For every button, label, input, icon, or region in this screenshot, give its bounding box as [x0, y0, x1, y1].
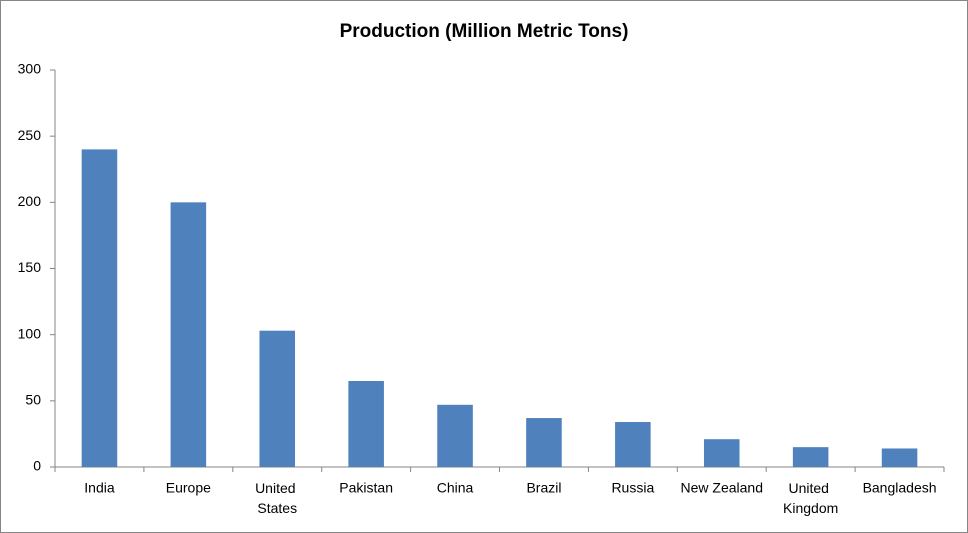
y-tick-label: 0 — [33, 458, 41, 474]
x-tick-label: Russia — [611, 480, 654, 496]
bar — [703, 439, 740, 467]
y-tick-label: 100 — [18, 325, 42, 341]
x-tick-label: Europe — [166, 480, 211, 496]
x-tick-label: Brazil — [526, 480, 561, 496]
bar — [881, 448, 918, 467]
x-tick-label: India — [84, 480, 115, 496]
x-tick-label: United States — [255, 480, 299, 516]
x-tick-label: Pakistan — [339, 480, 393, 496]
bar — [437, 404, 473, 467]
x-tick-label: Bangladesh — [863, 480, 937, 496]
y-tick-label: 200 — [18, 193, 42, 209]
y-tick-label: 150 — [18, 259, 42, 275]
y-tick-label: 250 — [18, 127, 42, 143]
bar — [792, 447, 829, 467]
y-tick-label: 50 — [25, 392, 41, 408]
bar — [526, 418, 562, 467]
x-tick-label: China — [437, 480, 474, 496]
chart-title: Production (Million Metric Tons) — [340, 21, 629, 42]
x-tick-label: United Kingdom — [783, 480, 838, 516]
bar — [259, 330, 296, 467]
y-tick-label: 300 — [18, 61, 42, 77]
bar — [170, 202, 207, 468]
bar — [615, 422, 651, 467]
bar — [81, 149, 118, 467]
bar — [348, 380, 384, 467]
x-tick-label: New Zealand — [681, 480, 764, 496]
